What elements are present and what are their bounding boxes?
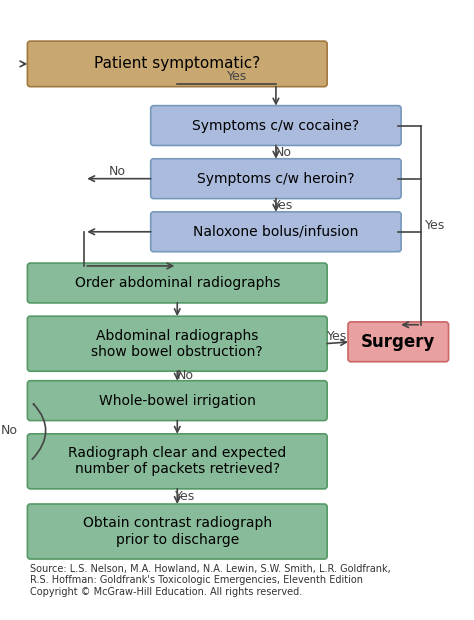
- Text: Obtain contrast radiograph
prior to discharge: Obtain contrast radiograph prior to disc…: [82, 516, 272, 547]
- FancyBboxPatch shape: [151, 159, 401, 198]
- Text: Source: L.S. Nelson, M.A. Howland, N.A. Lewin, S.W. Smith, L.R. Goldfrank,
R.S. : Source: L.S. Nelson, M.A. Howland, N.A. …: [30, 564, 391, 597]
- FancyBboxPatch shape: [348, 322, 448, 361]
- Text: Yes: Yes: [175, 490, 195, 503]
- FancyBboxPatch shape: [27, 263, 327, 303]
- Text: No: No: [176, 370, 193, 383]
- Text: Abdominal radiographs
show bowel obstruction?: Abdominal radiographs show bowel obstruc…: [91, 329, 263, 359]
- Text: Yes: Yes: [273, 199, 293, 212]
- FancyBboxPatch shape: [27, 41, 327, 87]
- FancyBboxPatch shape: [151, 212, 401, 252]
- Text: Radiograph clear and expected
number of packets retrieved?: Radiograph clear and expected number of …: [68, 446, 286, 476]
- Text: Patient symptomatic?: Patient symptomatic?: [94, 56, 260, 71]
- Text: Surgery: Surgery: [361, 333, 436, 351]
- Text: Symptoms c/w cocaine?: Symptoms c/w cocaine?: [192, 118, 359, 133]
- Text: No: No: [1, 425, 18, 438]
- Text: No: No: [109, 164, 126, 177]
- FancyArrowPatch shape: [32, 404, 46, 459]
- Text: No: No: [275, 146, 292, 159]
- Text: Order abdominal radiographs: Order abdominal radiographs: [74, 276, 280, 290]
- Text: Symptoms c/w heroin?: Symptoms c/w heroin?: [197, 172, 355, 185]
- FancyBboxPatch shape: [27, 504, 327, 559]
- FancyBboxPatch shape: [27, 316, 327, 371]
- Text: Yes: Yes: [227, 69, 247, 82]
- Text: Yes: Yes: [425, 219, 445, 232]
- Text: Yes: Yes: [328, 330, 348, 343]
- Text: Naloxone bolus/infusion: Naloxone bolus/infusion: [193, 225, 359, 239]
- Text: Whole-bowel irrigation: Whole-bowel irrigation: [99, 394, 255, 407]
- FancyBboxPatch shape: [27, 434, 327, 489]
- FancyBboxPatch shape: [27, 381, 327, 420]
- FancyBboxPatch shape: [151, 105, 401, 146]
